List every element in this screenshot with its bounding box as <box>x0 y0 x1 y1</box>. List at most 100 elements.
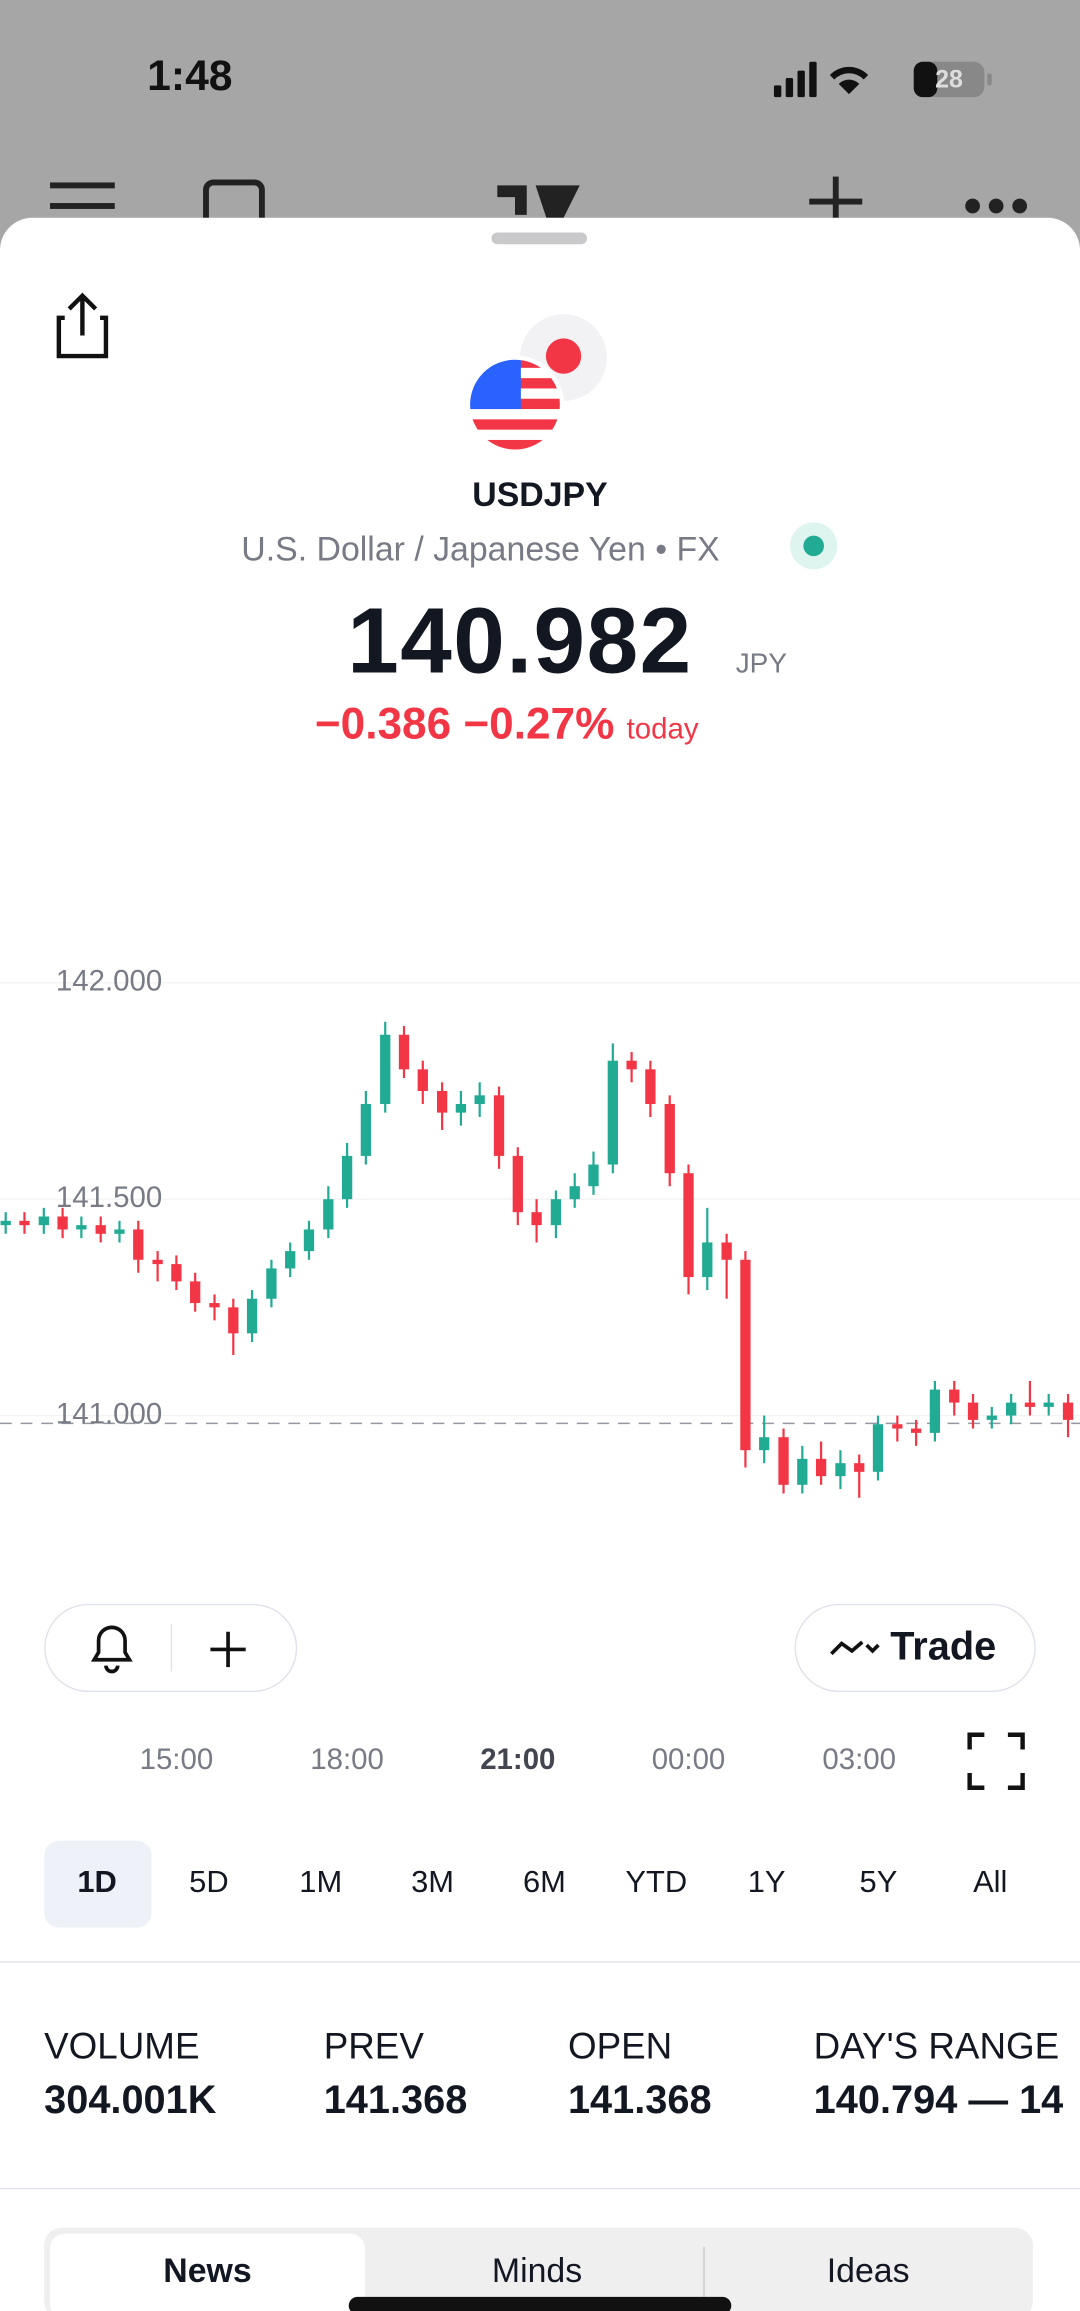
tab[interactable]: Ideas <box>826 2251 910 2290</box>
candle-body <box>721 1242 732 1260</box>
candle-body <box>702 1242 713 1278</box>
candle-body <box>436 1090 448 1113</box>
candle-body <box>57 1216 68 1230</box>
time-range-button[interactable]: 1M <box>299 1865 343 1900</box>
candle-body <box>95 1225 106 1234</box>
candle-body <box>929 1389 941 1433</box>
divider <box>0 1961 1080 1963</box>
candle-body <box>76 1225 87 1230</box>
candle-body <box>664 1103 675 1174</box>
candle-body <box>531 1212 542 1226</box>
x-tick-label: 15:00 <box>140 1743 214 1776</box>
candle-body <box>285 1251 296 1269</box>
background-toolbar <box>50 176 1028 221</box>
status-icons: 28 <box>773 61 992 98</box>
candle-body <box>854 1463 865 1472</box>
tab[interactable]: Minds <box>491 2251 583 2290</box>
x-tick-label: 18:00 <box>310 1743 384 1776</box>
stat-value: 140.794 — 14 <box>813 2077 1064 2122</box>
market: FX <box>676 529 720 568</box>
candle-body <box>455 1103 467 1113</box>
candle-body <box>778 1437 789 1485</box>
y-tick-label: 141.000 <box>56 1397 162 1430</box>
battery-level: 28 <box>935 66 963 94</box>
alert-add-icons[interactable] <box>82 1619 259 1678</box>
x-tick-label: 00:00 <box>652 1743 726 1776</box>
stat-label: PREV <box>323 2026 424 2068</box>
status-time: 1:48 <box>147 52 233 101</box>
candle-body <box>190 1281 201 1304</box>
candle-body <box>1024 1402 1036 1407</box>
tab[interactable]: News <box>163 2251 252 2290</box>
time-range-button[interactable]: 1D <box>77 1865 117 1900</box>
candle-body <box>493 1095 505 1156</box>
candle-body <box>967 1402 979 1420</box>
trade-icon <box>830 1640 880 1656</box>
candle-body <box>512 1155 523 1213</box>
description-line: U.S. Dollar / Japanese Yen • FX <box>241 529 720 568</box>
candle-body <box>872 1424 884 1472</box>
x-tick-label: 21:00 <box>480 1743 555 1776</box>
candle-body <box>209 1303 220 1308</box>
stat-label: OPEN <box>567 2026 673 2068</box>
time-range-button[interactable]: 1Y <box>747 1865 786 1900</box>
candle-body <box>266 1268 277 1299</box>
candle-body <box>797 1458 808 1485</box>
candle-body <box>815 1458 827 1477</box>
stat-value: 304.001K <box>44 2077 217 2122</box>
candle-body <box>759 1437 770 1451</box>
candle-body <box>114 1229 125 1234</box>
candle-body <box>740 1259 751 1451</box>
candle-body <box>645 1069 656 1104</box>
candle-body <box>228 1307 239 1334</box>
time-range-button[interactable]: YTD <box>625 1865 688 1900</box>
candle-body <box>246 1298 258 1334</box>
y-tick-label: 141.500 <box>56 1181 162 1214</box>
time-range-button[interactable]: 6M <box>522 1865 566 1900</box>
selected-range-bg <box>44 1840 152 1928</box>
fullscreen-button[interactable] <box>965 1730 1027 1792</box>
candle-body <box>910 1428 922 1433</box>
symbol: USDJPY <box>472 475 608 514</box>
home-indicator <box>348 2296 732 2311</box>
candle-body <box>341 1155 353 1200</box>
price: 140.982 <box>347 590 693 694</box>
price-chart: 141.000 141.500 142.000 15:00 18:00 21:00 00:0… <box>0 965 1080 1776</box>
candle-body <box>1062 1402 1074 1420</box>
candle-body <box>626 1060 637 1070</box>
candle-body <box>607 1060 618 1165</box>
change: −0.386 <box>314 700 452 749</box>
candle-body <box>0 1220 11 1226</box>
share-button[interactable] <box>53 291 115 362</box>
currency: JPY <box>735 648 787 680</box>
x-tick-label: 03:00 <box>822 1743 896 1776</box>
stat-label: DAY'S RANGE <box>813 2026 1060 2068</box>
change-line: −0.386 −0.27% today <box>315 700 699 750</box>
candle-body <box>1043 1402 1054 1407</box>
change-percent: −0.27% <box>463 700 615 749</box>
candle-body <box>949 1389 960 1403</box>
change-period: today <box>626 713 699 746</box>
time-range-button[interactable]: 5D <box>189 1865 229 1900</box>
candle-body <box>417 1069 428 1091</box>
selected-tab-bg <box>50 2233 365 2311</box>
stat-label: VOLUME <box>44 2026 200 2068</box>
candle-body <box>152 1259 163 1265</box>
time-range-button[interactable]: 5Y <box>859 1865 898 1900</box>
candle-body <box>323 1199 334 1230</box>
candle-body <box>892 1424 903 1429</box>
stat-value: 141.368 <box>323 2077 468 2122</box>
candle-body <box>171 1264 182 1282</box>
time-range-button[interactable]: 3M <box>411 1865 455 1900</box>
description: U.S. Dollar / Japanese Yen <box>241 529 646 568</box>
stat-value: 141.368 <box>567 2077 712 2122</box>
time-range-button[interactable]: All <box>973 1865 1008 1900</box>
candle-body <box>569 1186 580 1200</box>
candle-body <box>986 1415 997 1420</box>
trade-label[interactable]: Trade <box>890 1624 997 1669</box>
candle-body <box>19 1220 30 1226</box>
candle-body <box>360 1103 372 1156</box>
candle-body <box>38 1216 49 1226</box>
